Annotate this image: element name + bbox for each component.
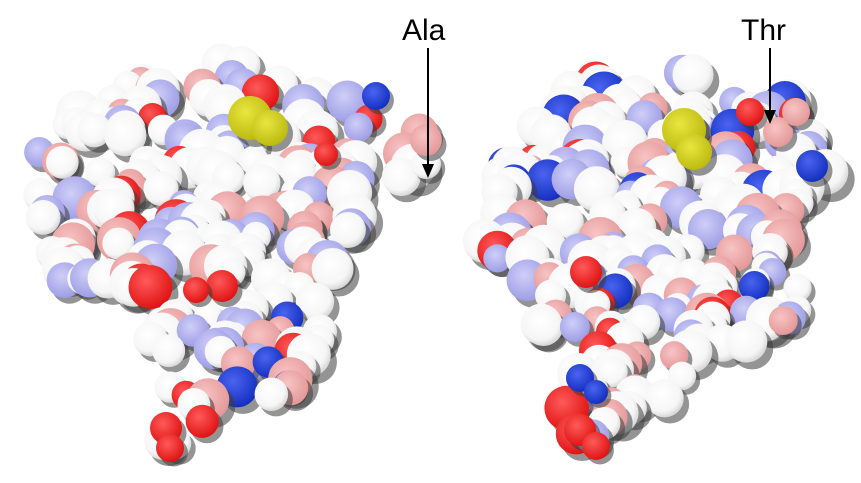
atom (410, 124, 442, 156)
ala-pointer-arrowhead (422, 164, 434, 178)
sulfur-atom (676, 134, 712, 170)
annotation-pointers (422, 48, 776, 178)
oxygen-atom (736, 98, 764, 126)
atom (483, 244, 512, 273)
atom (783, 273, 812, 302)
oxygen-atom (582, 432, 610, 460)
atom (672, 54, 714, 96)
atom (725, 320, 768, 363)
atom (152, 334, 186, 368)
atom (104, 114, 147, 157)
atom (311, 247, 354, 290)
atom (645, 378, 684, 418)
atom (254, 377, 289, 411)
oxygen-atom (156, 434, 184, 462)
atom (330, 212, 366, 248)
atom (25, 199, 61, 235)
atom (77, 113, 112, 148)
atom (128, 265, 173, 309)
atom (768, 306, 798, 336)
nitrogen-atom (796, 150, 828, 182)
residue-label-thr: Thr (741, 14, 786, 47)
left-protein-model (23, 43, 447, 467)
thr-pointer-arrowhead (764, 110, 776, 124)
nitrogen-atom (362, 82, 390, 110)
atom (738, 271, 770, 302)
atom (185, 404, 219, 438)
oxygen-atom (206, 270, 238, 302)
sulfur-atom (252, 110, 288, 146)
right-protein-model (462, 54, 855, 465)
atom (243, 164, 281, 202)
atom (381, 157, 421, 197)
atom (295, 282, 335, 321)
threonine-atom (763, 117, 793, 147)
oxygen-atom (314, 142, 338, 166)
atom (559, 311, 590, 342)
residue-label-ala: Ala (402, 14, 446, 47)
atom (782, 98, 810, 126)
atom (343, 112, 373, 142)
atom (143, 170, 179, 206)
nitrogen-atom (584, 380, 608, 404)
oxygen-atom (183, 277, 209, 303)
atom (102, 227, 135, 260)
oxygen-atom (570, 256, 602, 288)
atom (523, 306, 564, 347)
atom (45, 146, 79, 179)
